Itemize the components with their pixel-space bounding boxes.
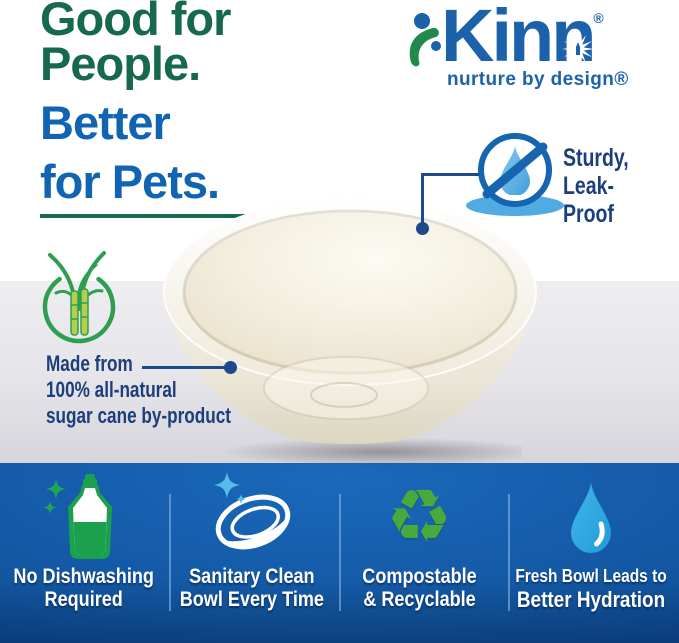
sugarcane-line2: 100% all-natural	[46, 377, 177, 402]
sugarcane-line3: sugar cane by-product	[46, 403, 231, 428]
wordmark-n-starburst: n	[551, 0, 596, 78]
sparkling-bowl-icon	[214, 472, 291, 550]
sugarcane-callout-dot	[224, 361, 237, 374]
headline-blue-line1: Better	[40, 96, 171, 149]
wordmark-last-n: n	[551, 0, 596, 77]
leakproof-callout-dot	[416, 222, 429, 235]
leakproof-callout-text: Sturdy, Leak-Proof	[563, 144, 679, 228]
benefit-label: No Dishwashing Required	[2, 565, 165, 611]
benefit-label: Compostable & Recyclable	[353, 565, 486, 611]
leakproof-line1: Sturdy,	[563, 144, 629, 172]
benefit3-line2: & Recyclable	[362, 588, 476, 611]
kinn-logo: Kinn ® nurture by design®	[401, 0, 651, 92]
leakproof-callout-line-h	[421, 173, 479, 176]
leak-proof-badge	[466, 133, 564, 225]
water-drop-icon	[570, 481, 611, 553]
pet-bowl-image	[163, 198, 537, 444]
benefit4-line1: Fresh Bowl Leads to	[515, 566, 667, 586]
benefit-hydration: Fresh Bowl Leads to Better Hydration	[503, 463, 679, 643]
kinn-person-icon	[409, 13, 441, 67]
benefit-sanitary-bowl: Sanitary Clean Bowl Every Time	[168, 463, 336, 643]
benefit-label: Sanitary Clean Bowl Every Time	[168, 565, 336, 611]
banner-divider	[508, 494, 510, 611]
recycle-icon: ♻	[385, 475, 453, 558]
sugarcane-line1: Made from	[46, 351, 133, 376]
wordmark-n: n	[509, 0, 554, 77]
headline: Good for People. Better for Pets.	[40, 0, 248, 218]
benefit-no-dishwashing: No Dishwashing Required	[0, 463, 168, 643]
banner-divider	[169, 494, 171, 611]
sugarcane-callout-line	[142, 366, 226, 369]
benefit1-line1: No Dishwashing	[13, 565, 155, 588]
benefit4-line2: Better Hydration	[516, 587, 666, 612]
headline-green-line2: People.	[40, 37, 201, 90]
leakproof-line2: Leak-Proof	[563, 172, 614, 228]
sugar-cane-icon	[42, 251, 116, 344]
headline-blue-line2: for Pets.	[40, 155, 220, 208]
benefit1-line2: Required	[44, 588, 123, 611]
leakproof-callout-line-v	[421, 173, 424, 226]
brand-tagline: nurture by design®	[447, 69, 629, 90]
benefits-row: No Dishwashing Required Sanitary Clean	[0, 463, 679, 643]
benefit2-line1: Sanitary Clean	[188, 565, 315, 588]
sugarcane-callout-text: Made from 100% all-natural sugar cane by…	[46, 351, 283, 429]
benefit3-line1: Compostable	[361, 565, 477, 588]
headline-underline	[40, 214, 248, 218]
wordmark-ki: Ki	[441, 0, 512, 77]
banner-divider	[339, 494, 341, 611]
benefit-compostable: ♻ Compostable & Recyclable	[335, 463, 503, 643]
registered-mark: ®	[593, 10, 604, 26]
benefit-label: Fresh Bowl Leads to Better Hydration	[503, 565, 679, 611]
dish-soap-bottle-icon	[43, 474, 112, 559]
benefit2-line2: Bowl Every Time	[179, 588, 324, 611]
headline-green-line1: Good for	[40, 0, 231, 45]
kinn-wordmark: Kinn ®	[441, 0, 604, 78]
starburst-icon	[562, 33, 595, 65]
